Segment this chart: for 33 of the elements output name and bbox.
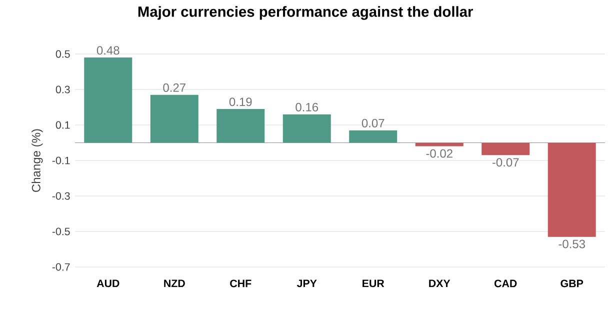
bar [548, 142, 596, 237]
data-label: 0.16 [296, 102, 318, 112]
data-label: -0.53 [558, 240, 586, 248]
x-tick-label: CHF [230, 280, 252, 288]
chart-title: Major currencies performance against the dollar [138, 6, 473, 20]
data-label: -0.02 [426, 149, 452, 158]
y-tick-label: 0.5 [56, 50, 70, 58]
bar [216, 109, 265, 143]
bar [349, 130, 398, 143]
data-label: 0.19 [229, 98, 252, 106]
y-tick-label: -0.1 [52, 156, 70, 164]
y-tick-label: -0.3 [52, 192, 70, 200]
y-tick-label: -0.5 [52, 228, 70, 236]
y-tick-label: 0.1 [56, 121, 70, 129]
bar [84, 58, 132, 143]
x-tick-label: JPY [296, 280, 317, 288]
x-tick-label: EUR [362, 280, 384, 288]
y-axis-title: Change (%) [32, 129, 43, 192]
x-tick-label: DXY [429, 280, 450, 288]
y-tick-label: -0.7 [52, 263, 70, 271]
data-label: 0.27 [163, 83, 186, 92]
data-label: 0.48 [96, 46, 120, 55]
bar [150, 94, 198, 143]
bar [415, 142, 464, 146]
data-label: 0.07 [362, 118, 384, 128]
bar [282, 114, 331, 143]
x-tick-label: AUD [96, 280, 120, 288]
data-label: -0.07 [492, 158, 519, 167]
x-tick-label: GBP [560, 280, 584, 288]
y-tick-label: 0.3 [56, 86, 70, 94]
x-tick-label: NZD [164, 280, 185, 288]
x-tick-label: CAD [494, 280, 517, 288]
bar [482, 142, 530, 156]
